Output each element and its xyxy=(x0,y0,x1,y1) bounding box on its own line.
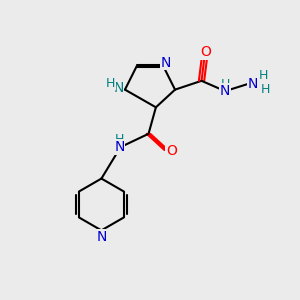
Text: N: N xyxy=(248,77,258,91)
Text: N: N xyxy=(96,230,106,244)
Text: O: O xyxy=(200,45,211,59)
Text: N: N xyxy=(114,140,124,154)
Text: H: H xyxy=(220,78,230,91)
Text: N: N xyxy=(160,56,171,70)
Text: H: H xyxy=(106,77,116,90)
Text: H: H xyxy=(115,133,124,146)
Text: H: H xyxy=(261,82,270,95)
Text: N: N xyxy=(220,84,230,98)
Text: H: H xyxy=(259,69,268,82)
Text: O: O xyxy=(166,145,177,158)
Text: N: N xyxy=(113,82,124,95)
